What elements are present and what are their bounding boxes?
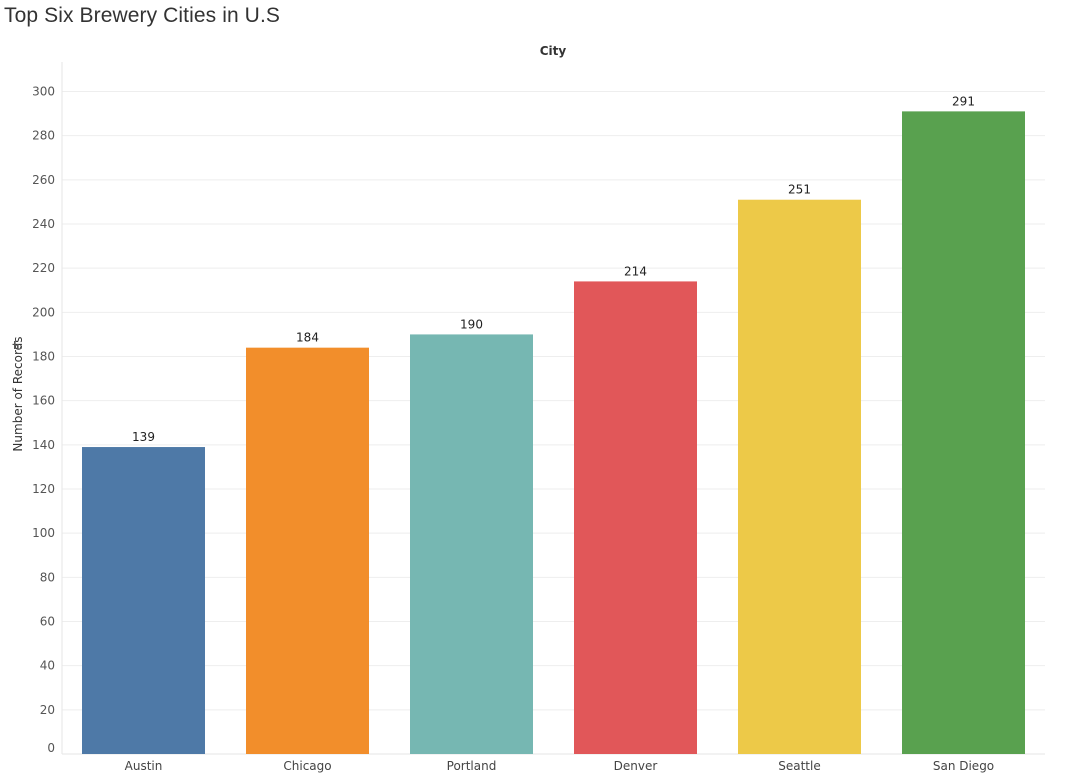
data-labels: 139 184 190 214 251 291 [132,94,975,444]
y-tick-label: 60 [40,615,55,629]
data-label: 139 [132,430,155,444]
bar-seattle[interactable] [738,199,861,755]
y-tick-label: 240 [32,217,55,231]
data-label: 184 [296,331,319,345]
y-tick-label: 280 [32,129,55,143]
y-tick-label: 220 [32,261,55,275]
bar-austin[interactable] [82,447,205,754]
y-tick-label: 200 [32,305,55,319]
bars [82,111,1025,755]
bar-portland[interactable] [410,334,533,754]
y-axis-title: Number of Records [11,336,25,451]
x-category-label: Denver [614,759,658,773]
data-label: 291 [952,94,975,108]
y-axis-ticks: 0 20 40 60 80 100 120 140 160 180 200 220 240 260 280 3… [32,85,55,756]
data-label: 251 [788,183,811,197]
sort-icon[interactable] [14,341,22,349]
x-category-label: Austin [125,759,163,773]
x-axis-categories: Austin Chicago Portland Denver Seattle San Di… [125,759,995,773]
x-category-label: Chicago [283,759,331,773]
y-tick-label: 120 [32,482,55,496]
y-tick-label: 140 [32,438,55,452]
data-label: 190 [460,317,483,331]
y-tick-label: 80 [40,570,55,584]
y-tick-label: 100 [32,526,55,540]
y-tick-label: 20 [40,703,55,717]
bar-san-diego[interactable] [902,111,1025,754]
y-tick-label: 180 [32,350,55,364]
y-tick-label: 260 [32,173,55,187]
y-tick-label: 40 [40,659,55,673]
bar-denver[interactable] [574,281,697,754]
y-tick-label: 300 [32,85,55,99]
y-tick-label: 0 [47,741,55,755]
x-category-label: Seattle [778,759,820,773]
y-tick-label: 160 [32,394,55,408]
x-axis-title: City [540,44,567,58]
bar-chicago[interactable] [246,347,369,754]
chart-title: Top Six Brewery Cities in U.S [4,4,280,27]
x-category-label: San Diego [933,759,994,773]
data-label: 214 [624,264,647,278]
gridlines [62,91,1045,711]
x-category-label: Portland [447,759,497,773]
